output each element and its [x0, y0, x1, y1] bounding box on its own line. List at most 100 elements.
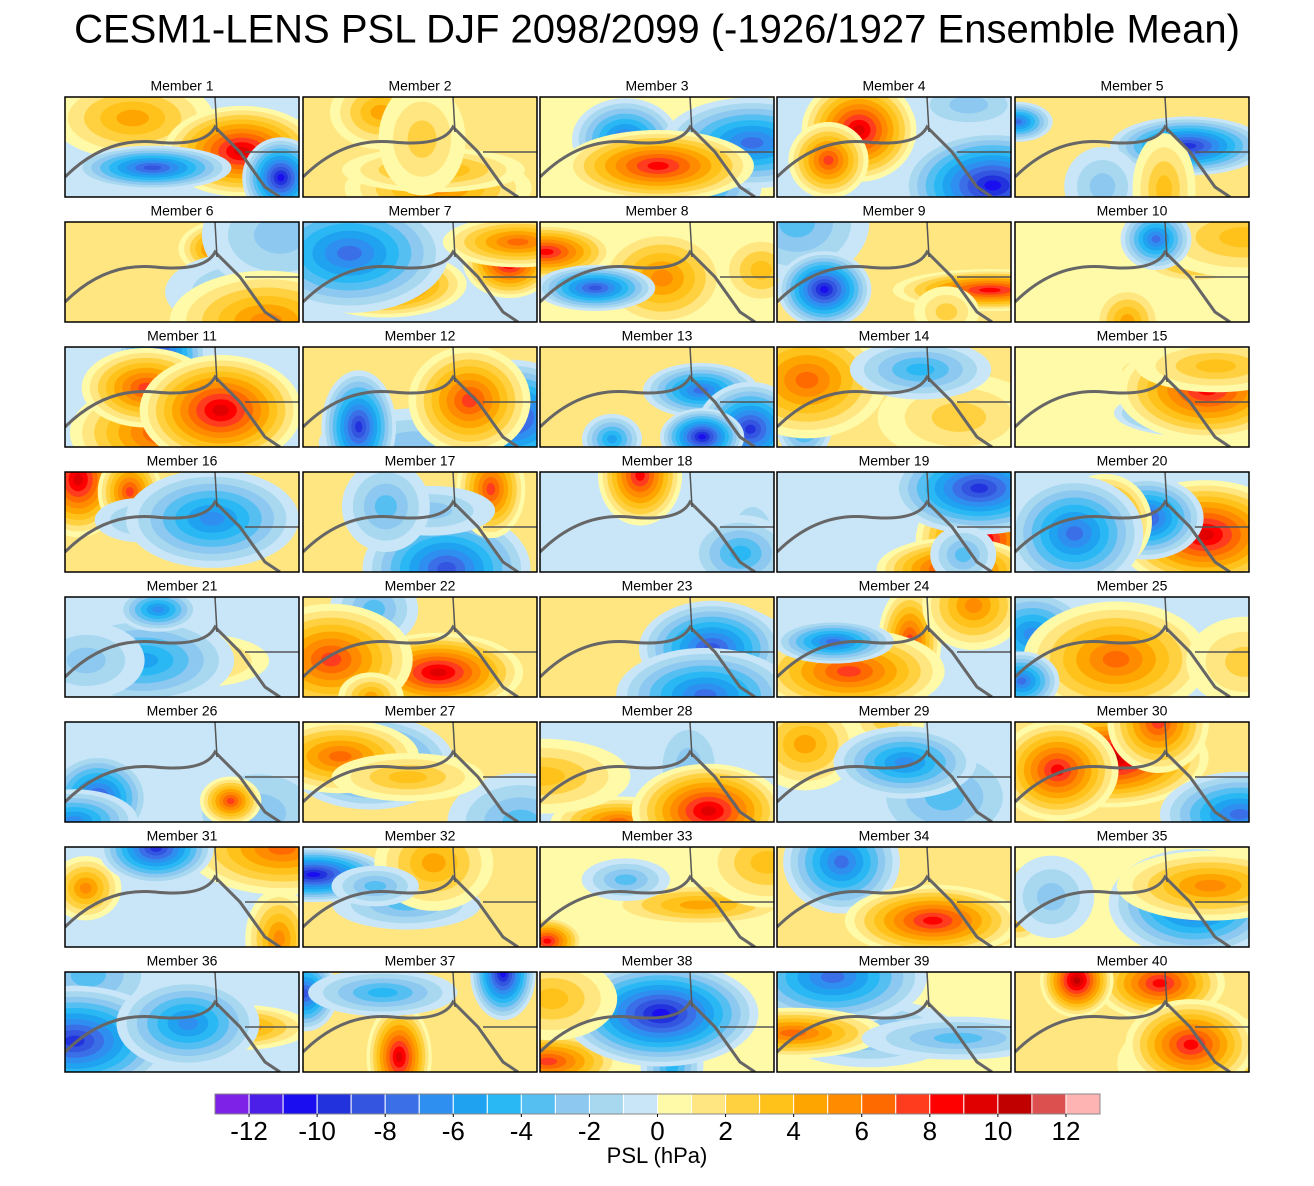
- map-panel: [65, 847, 299, 947]
- contour-fill: [226, 798, 235, 805]
- coastline: [1015, 749, 1231, 822]
- border-line: [926, 222, 1011, 278]
- map-panel: [65, 972, 299, 1072]
- contour-fill: [700, 806, 717, 816]
- map-panel: [303, 97, 537, 197]
- contour-fill: [949, 97, 989, 114]
- coastline: [1015, 249, 1231, 322]
- panel-frame: [776, 721, 1012, 823]
- contour-fill: [750, 851, 774, 874]
- contour-fill: [740, 137, 764, 149]
- colorbar-box: [316, 1093, 352, 1115]
- panel-title: Member 37: [385, 953, 456, 969]
- map-panel: [540, 597, 774, 697]
- colorbar-box: [1031, 1093, 1067, 1115]
- coastline: [540, 749, 756, 822]
- contour-fill: [795, 371, 819, 389]
- contour-fill: [820, 972, 845, 984]
- coastline: [65, 624, 281, 697]
- coastline: [777, 124, 993, 197]
- border-line: [926, 97, 1011, 153]
- map-panel: [303, 722, 537, 822]
- panel-title: Member 2: [388, 78, 451, 94]
- map-panel: [1015, 97, 1249, 197]
- border-line: [926, 472, 1011, 528]
- panel-frame: [64, 346, 300, 448]
- map-panel: [777, 347, 1011, 447]
- contour-fill: [1229, 809, 1249, 820]
- panel-frame: [1014, 721, 1250, 823]
- panel-title: Member 34: [859, 828, 930, 844]
- contour-fill: [970, 483, 989, 493]
- contour-fill: [1015, 119, 1022, 125]
- coastline: [65, 249, 281, 322]
- coastline: [777, 624, 993, 697]
- colorbar-box: [520, 1093, 556, 1115]
- colorbar-tick-label: -10: [298, 1116, 336, 1146]
- panel-frame: [539, 846, 775, 948]
- panel-frame: [1014, 471, 1250, 573]
- contour-fill: [388, 771, 427, 784]
- border-line: [1164, 347, 1249, 403]
- panel-title: Member 26: [147, 703, 218, 719]
- contour-fill: [614, 874, 637, 886]
- panel-title: Member 27: [385, 703, 456, 719]
- contour-fill: [355, 421, 363, 433]
- contour-fill: [437, 562, 456, 572]
- panel-frame: [776, 221, 1012, 323]
- contour-fill: [367, 987, 398, 998]
- contour-fill: [364, 880, 387, 892]
- border-line: [1164, 847, 1249, 903]
- contour-fill: [321, 652, 342, 667]
- panel-title: Member 22: [385, 578, 456, 594]
- map-panel: [540, 972, 774, 1072]
- border-line: [214, 722, 299, 778]
- map-panel: [777, 472, 1011, 572]
- map-panel: [540, 847, 774, 947]
- coastline: [303, 249, 519, 322]
- contour-fill: [329, 751, 352, 762]
- border-line: [452, 972, 537, 1028]
- panel-title: Member 11: [147, 328, 217, 344]
- map-panel: [777, 722, 1011, 822]
- coastline: [303, 874, 519, 947]
- map-panel: [540, 347, 774, 447]
- panel-title: Member 31: [147, 828, 218, 844]
- coastline: [777, 374, 993, 447]
- contour-fill: [540, 766, 565, 786]
- panel-frame: [539, 221, 775, 323]
- coastline: [65, 124, 281, 197]
- panel-frame: [539, 346, 775, 448]
- contour-fill: [407, 120, 437, 158]
- contour-fill: [651, 269, 673, 287]
- panel-title: Member 29: [859, 703, 930, 719]
- coastline: [777, 249, 993, 322]
- panel-title: Member 24: [859, 578, 930, 594]
- coastline: [1015, 999, 1231, 1072]
- colorbar-box: [214, 1093, 250, 1115]
- panel-frame: [1014, 221, 1250, 323]
- colorbar-box: [657, 1093, 693, 1115]
- colorbar-box: [759, 1093, 795, 1115]
- colorbar-tick-label: -4: [510, 1116, 533, 1146]
- contour-fill: [1225, 646, 1249, 677]
- panel-frame: [302, 596, 538, 698]
- contour-fill: [778, 222, 815, 238]
- contour-fill: [1089, 173, 1116, 197]
- coastline: [1015, 499, 1231, 572]
- panel-frame: [776, 846, 1012, 948]
- colorbar-box: [963, 1093, 999, 1115]
- coastline: [1015, 124, 1231, 197]
- border-line: [926, 972, 1011, 1028]
- colorbar-tick-label: 4: [786, 1116, 800, 1146]
- contour-fill: [395, 1051, 403, 1063]
- contour-fill: [923, 916, 943, 925]
- map-panel: [65, 597, 299, 697]
- colorbar-box: [248, 1093, 284, 1115]
- map-panel: [1015, 722, 1249, 822]
- colorbar-box: [384, 1093, 420, 1115]
- contour-fill: [150, 847, 162, 852]
- coastline: [540, 999, 756, 1072]
- map-panel: [65, 347, 299, 447]
- coastline: [303, 624, 519, 697]
